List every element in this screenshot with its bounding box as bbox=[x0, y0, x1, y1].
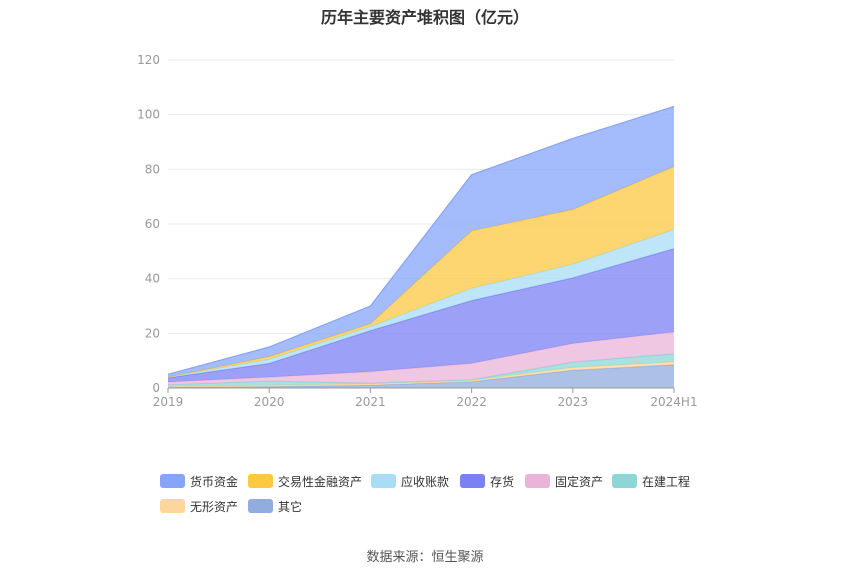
area-固定资产 bbox=[168, 331, 674, 385]
legend-label: 其它 bbox=[278, 499, 303, 514]
legend-label: 固定资产 bbox=[555, 474, 604, 489]
legend-label: 存货 bbox=[490, 474, 515, 489]
legend-item[interactable]: 存货 bbox=[460, 473, 514, 489]
source-note: 数据来源：恒生聚源 bbox=[366, 550, 484, 565]
x-tick-label: 2020 bbox=[254, 395, 285, 409]
x-tick-label: 2019 bbox=[153, 395, 184, 409]
legend-item[interactable]: 交易性金融资产 bbox=[248, 473, 362, 489]
y-tick-label: 20 bbox=[145, 326, 160, 340]
y-tick-label: 40 bbox=[145, 272, 160, 286]
x-tick-label: 2024H1 bbox=[650, 395, 697, 409]
legend-swatch bbox=[525, 474, 550, 488]
legend-label: 应收账款 bbox=[401, 474, 450, 489]
area-series bbox=[167, 105, 675, 388]
legend-label: 货币资金 bbox=[190, 474, 239, 489]
x-tick-label: 2021 bbox=[355, 395, 386, 409]
legend-item[interactable]: 无形资产 bbox=[160, 498, 238, 514]
x-tick-label: 2023 bbox=[558, 395, 589, 409]
legend-swatch bbox=[460, 474, 485, 488]
legend-swatch bbox=[160, 499, 185, 513]
legend-item[interactable]: 固定资产 bbox=[525, 473, 603, 489]
y-tick-label: 120 bbox=[137, 53, 160, 67]
legend-label: 在建工程 bbox=[642, 474, 691, 489]
chart-title: 历年主要资产堆积图（亿元） bbox=[320, 8, 529, 27]
x-axis-ticks: 2019 2020 2021 2022 2023 2024H1 bbox=[153, 388, 698, 409]
area-存货 bbox=[168, 248, 674, 382]
y-tick-label: 100 bbox=[137, 108, 160, 122]
y-tick-label: 60 bbox=[145, 217, 160, 231]
legend-swatch bbox=[371, 474, 396, 488]
legend-item[interactable]: 其它 bbox=[248, 498, 302, 514]
area-货币资金 bbox=[168, 106, 674, 378]
area-其它 bbox=[168, 364, 674, 388]
y-axis-ticks: 0 20 40 60 80 100 120 bbox=[137, 53, 160, 395]
legend-label: 交易性金融资产 bbox=[278, 474, 363, 489]
x-tick-label: 2022 bbox=[456, 395, 487, 409]
y-tick-label: 80 bbox=[145, 162, 160, 176]
legend-swatch bbox=[612, 474, 637, 488]
area-交易性金融资产 bbox=[168, 166, 674, 378]
legend-swatch bbox=[160, 474, 185, 488]
legend-label: 无形资产 bbox=[190, 499, 239, 514]
legend-item[interactable]: 在建工程 bbox=[612, 473, 690, 489]
y-tick-label: 0 bbox=[152, 381, 160, 395]
legend-swatch bbox=[248, 474, 273, 488]
legend-swatch bbox=[248, 499, 273, 513]
legend-item[interactable]: 应收账款 bbox=[371, 473, 449, 489]
area-edge-货币资金 bbox=[167, 105, 675, 375]
legend-item[interactable]: 货币资金 bbox=[160, 473, 238, 489]
